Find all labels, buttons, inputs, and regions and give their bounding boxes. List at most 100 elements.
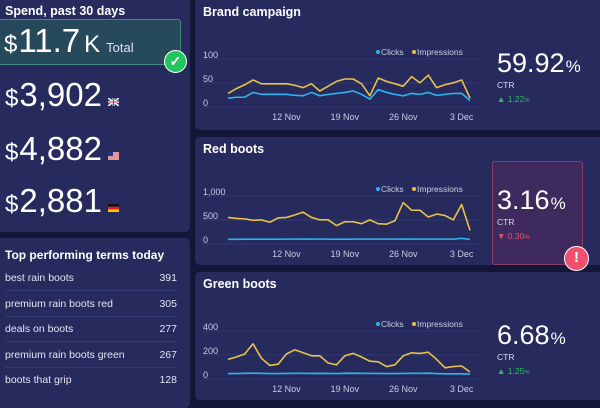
region-value: 4,882 — [19, 130, 102, 167]
total-label: Total — [106, 40, 134, 55]
us-flag-icon — [107, 152, 119, 160]
spend-title: Spend, past 30 days — [5, 4, 126, 18]
ctr-value: 59.92 — [497, 48, 565, 78]
y-tick-label: 1,000 — [203, 187, 226, 197]
ctr-value-row: 59.92% — [497, 48, 581, 79]
campaign-title: Red boots — [203, 142, 265, 156]
legend-marker — [376, 322, 380, 326]
ctr-value: 3.16 — [497, 185, 550, 215]
currency-symbol: $ — [5, 191, 19, 218]
line-chart: 1,000 500 0 12 Nov 19 Nov 26 Nov 3 Dec Clicks Im… — [203, 184, 480, 259]
term-count: 128 — [159, 374, 177, 386]
term-count: 277 — [159, 323, 177, 335]
term-row[interactable]: premium rain boots green 267 — [5, 343, 177, 368]
delta-value: 0.30 — [507, 231, 525, 241]
triangle-up-icon: ▲ — [497, 94, 506, 104]
ctr-value-row: 6.68% — [497, 320, 566, 351]
x-tick-label: 19 Nov — [331, 249, 360, 259]
x-tick-label: 3 Dec — [450, 112, 474, 122]
currency-symbol: $ — [4, 31, 18, 58]
x-tick-label: 19 Nov — [331, 384, 360, 394]
x-tick-label: 26 Nov — [389, 249, 418, 259]
x-tick-label: 3 Dec — [450, 249, 474, 259]
region-spend-uk: $3,902 — [5, 76, 119, 114]
x-tick-label: 12 Nov — [272, 249, 301, 259]
term-label: deals on boots — [5, 323, 74, 335]
ctr-label: CTR — [497, 80, 515, 90]
legend-label: Impressions — [417, 47, 463, 57]
delta-unit: % — [524, 370, 530, 376]
y-tick-label: 100 — [203, 50, 218, 60]
percent-sign: % — [550, 329, 566, 348]
x-tick-label: 26 Nov — [389, 112, 418, 122]
triangle-up-icon: ▲ — [497, 366, 506, 376]
x-tick-label: 26 Nov — [389, 384, 418, 394]
percent-sign: % — [550, 194, 566, 213]
term-count: 267 — [159, 348, 177, 361]
triangle-down-icon: ▼ — [497, 231, 506, 241]
legend-marker — [412, 187, 416, 191]
percent-sign: % — [565, 57, 581, 76]
series-line-clicks — [227, 88, 471, 102]
ctr-delta: ▲ 1.25% — [497, 366, 566, 376]
delta-value: 1.25 — [507, 366, 525, 376]
region-spend-germany: $2,881 — [5, 182, 119, 220]
region-spend-us: $4,882 — [5, 130, 119, 168]
region-value: 3,902 — [19, 76, 102, 113]
series-line-impressions — [227, 343, 471, 373]
series-line-clicks — [228, 372, 471, 375]
exclamation-icon[interactable]: ! — [564, 246, 589, 271]
ctr-value-row: 3.16% — [497, 185, 566, 216]
spend-panel: Spend, past 30 days $11.7 K Total ✓ $3,902… — [0, 0, 190, 232]
top-terms-panel: Top performing terms today best rain boo… — [0, 238, 190, 408]
y-tick-label: 500 — [203, 211, 218, 221]
ctr-metric: 59.92% CTR ▲ 1.22% — [497, 48, 581, 104]
term-count: 305 — [159, 297, 177, 310]
top-terms-title: Top performing terms today — [5, 248, 165, 262]
line-chart: 400 200 0 12 Nov 19 Nov 26 Nov 3 Dec Clicks Impr… — [203, 319, 480, 394]
ctr-delta: ▲ 1.22% — [497, 94, 581, 104]
term-row[interactable]: deals on boots 277 — [5, 317, 177, 342]
y-tick-label: 200 — [203, 346, 218, 356]
delta-unit: % — [524, 235, 530, 241]
ctr-label: CTR — [497, 352, 515, 362]
x-tick-label: 19 Nov — [331, 112, 360, 122]
campaign-title: Green boots — [203, 277, 277, 291]
series-line-impressions — [227, 201, 471, 231]
region-value: 2,881 — [19, 182, 102, 219]
ctr-metric: 3.16% CTR ▼ 0.30% — [497, 185, 566, 241]
legend-label: Impressions — [417, 184, 463, 194]
legend-marker — [376, 50, 380, 54]
legend-label: Impressions — [417, 319, 463, 329]
x-tick-label: 12 Nov — [272, 112, 301, 122]
y-tick-label: 50 — [203, 74, 213, 84]
check-icon: ✓ — [164, 50, 187, 73]
term-label: best rain boots — [5, 272, 74, 284]
campaign-title: Brand campaign — [203, 5, 301, 19]
campaign-card[interactable]: 1,000 500 0 12 Nov 19 Nov 26 Nov 3 Dec Clicks Im… — [195, 137, 600, 271]
x-tick-label: 3 Dec — [450, 384, 474, 394]
y-tick-label: 0 — [203, 370, 208, 380]
y-tick-label: 400 — [203, 322, 218, 332]
term-count: 391 — [159, 272, 177, 284]
series-line-impressions — [227, 74, 471, 99]
legend-marker — [412, 50, 416, 54]
total-spend-box: $11.7 K Total — [0, 19, 181, 65]
legend-marker — [376, 187, 380, 191]
campaign-card[interactable]: 100 50 0 12 Nov 19 Nov 26 Nov 3 Dec Clicks Impre… — [195, 0, 600, 130]
delta-unit: % — [524, 98, 530, 104]
term-row[interactable]: premium rain boots red 305 — [5, 292, 177, 317]
term-label: premium rain boots red — [5, 297, 113, 310]
ctr-metric: 6.68% CTR ▲ 1.25% — [497, 320, 566, 376]
term-row[interactable]: boots that grip 128 — [5, 368, 177, 393]
term-row[interactable]: best rain boots 391 — [5, 266, 177, 291]
campaign-card[interactable]: 400 200 0 12 Nov 19 Nov 26 Nov 3 Dec Clicks Impr… — [195, 272, 600, 400]
term-label: boots that grip — [5, 374, 72, 386]
uk-flag-icon — [107, 98, 119, 106]
legend-label: Clicks — [381, 184, 404, 194]
total-value: 11.7 — [18, 22, 81, 59]
x-tick-label: 12 Nov — [272, 384, 301, 394]
y-tick-label: 0 — [203, 98, 208, 108]
legend-marker — [412, 322, 416, 326]
ctr-value: 6.68 — [497, 320, 550, 350]
